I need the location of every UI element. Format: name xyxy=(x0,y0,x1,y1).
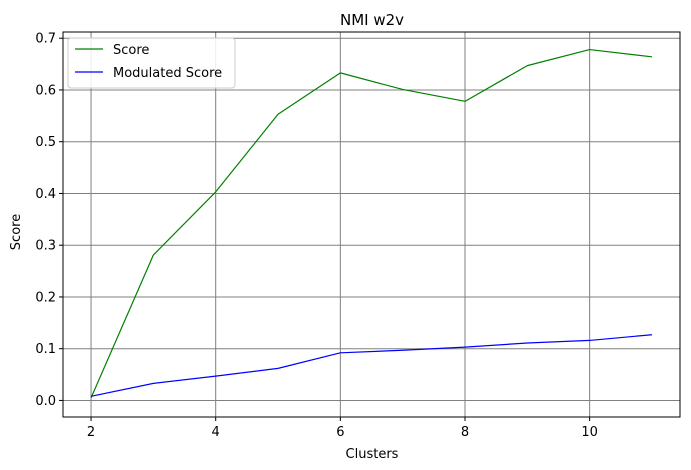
y-tick-label: 0.1 xyxy=(35,342,56,357)
legend: Score Modulated Score xyxy=(67,37,236,89)
x-axis-label: Clusters xyxy=(346,447,399,462)
y-tick-label: 0.6 xyxy=(35,83,56,98)
x-tick-label: 8 xyxy=(461,425,469,440)
series-layer xyxy=(90,48,653,399)
series-line-modulated-score xyxy=(90,334,653,397)
x-tick-label: 10 xyxy=(581,425,598,440)
y-tick-label: 0.2 xyxy=(35,290,56,305)
chart-title: NMI w2v xyxy=(340,11,404,29)
y-tick-label: 0.7 xyxy=(35,32,56,47)
plot-frame xyxy=(62,31,681,418)
x-tick-label: 2 xyxy=(87,425,95,440)
legend-label-modulated-score: Modulated Score xyxy=(113,66,222,81)
y-tick-label: 0.3 xyxy=(35,239,56,254)
y-tick-label: 0.0 xyxy=(35,394,56,409)
series-line-score xyxy=(90,48,653,399)
ticks: 2 4 6 8 10 0.0 0.1 0.2 0.3 0.4 0.5 0.6 0.7 xyxy=(35,32,598,440)
y-tick-label: 0.5 xyxy=(35,135,56,150)
x-tick-label: 6 xyxy=(336,425,344,440)
legend-box xyxy=(67,37,236,89)
y-axis-label: Score xyxy=(9,214,24,250)
grid xyxy=(63,32,680,417)
y-tick-label: 0.4 xyxy=(35,187,56,202)
legend-label-score: Score xyxy=(113,43,149,58)
x-tick-label: 4 xyxy=(212,425,220,440)
